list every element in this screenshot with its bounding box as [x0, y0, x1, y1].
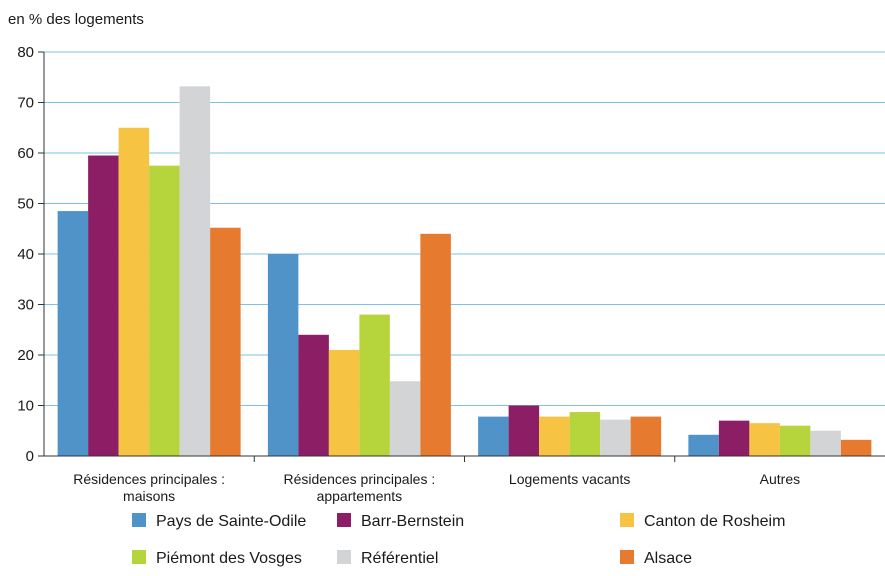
- x-category-label: Résidences principales : appartements: [284, 471, 436, 504]
- x-category-label: Autres: [760, 471, 800, 487]
- bar: [298, 334, 329, 456]
- legend-label: Référentiel: [361, 550, 438, 567]
- bar: [210, 227, 241, 456]
- x-category-labels: Résidences principales : maisonsRésidence…: [73, 471, 800, 504]
- x-category-label-line: Logements vacants: [509, 471, 630, 487]
- y-tick-label: 80: [17, 44, 34, 61]
- bar: [600, 419, 631, 456]
- y-tick-label: 50: [17, 196, 34, 213]
- bars: [57, 86, 872, 456]
- y-tick-label: 10: [17, 398, 34, 415]
- bar: [359, 314, 390, 456]
- legend-label: Pays de Sainte-Odile: [156, 513, 306, 530]
- y-axis-label: en % des logements: [8, 11, 144, 28]
- legend-label: Alsace: [644, 550, 692, 567]
- x-category-label: Logements vacants: [509, 471, 630, 487]
- bar: [569, 412, 601, 456]
- bar: [328, 349, 360, 456]
- x-category-label-line: Résidences principales :: [73, 471, 225, 487]
- x-category-label-line: Résidences principales :: [284, 471, 436, 487]
- y-tick-label: 60: [17, 145, 34, 162]
- bar: [749, 423, 780, 456]
- bar: [118, 127, 150, 456]
- bar: [420, 233, 451, 456]
- bar: [149, 165, 180, 456]
- y-tick-label: 0: [26, 448, 34, 465]
- bar: [179, 86, 211, 456]
- bar: [630, 416, 662, 456]
- y-tick-label: 30: [17, 297, 34, 314]
- x-category-label-line: maisons: [123, 488, 175, 504]
- x-category-label-line: appartements: [317, 488, 403, 504]
- bar: [389, 381, 421, 456]
- legend-label: Canton de Rosheim: [644, 513, 785, 530]
- legend-label: Barr-Bernstein: [361, 513, 464, 530]
- legend: Pays de Sainte-Odile Barr-Bernstein Canton…: [132, 513, 785, 567]
- x-category-label: Résidences principales : maisons: [73, 471, 225, 504]
- axes: [38, 51, 885, 462]
- legend-swatch: [132, 513, 146, 527]
- bar: [478, 416, 509, 456]
- bar: [57, 211, 89, 456]
- x-category-label-line: Autres: [760, 471, 800, 487]
- y-tick-labels: 0 10 20 30 40 50 60 70 80: [17, 44, 34, 465]
- bar: [508, 405, 540, 456]
- legend-label: Piémont des Vosges: [156, 550, 302, 567]
- bar: [718, 420, 750, 456]
- y-tick-label: 40: [17, 246, 34, 263]
- legend-swatch: [620, 550, 634, 564]
- bar: [810, 430, 841, 456]
- bar: [779, 425, 811, 456]
- legend-swatch: [337, 513, 351, 527]
- legend-swatch: [620, 513, 634, 527]
- legend-swatch: [337, 550, 351, 564]
- bar: [88, 155, 119, 456]
- y-tick-label: 70: [17, 95, 34, 112]
- legend-swatch: [132, 550, 146, 564]
- bar: [840, 439, 872, 456]
- bar: [539, 416, 570, 456]
- y-tick-label: 20: [17, 347, 34, 364]
- bar: [267, 254, 299, 456]
- bar: [688, 434, 719, 456]
